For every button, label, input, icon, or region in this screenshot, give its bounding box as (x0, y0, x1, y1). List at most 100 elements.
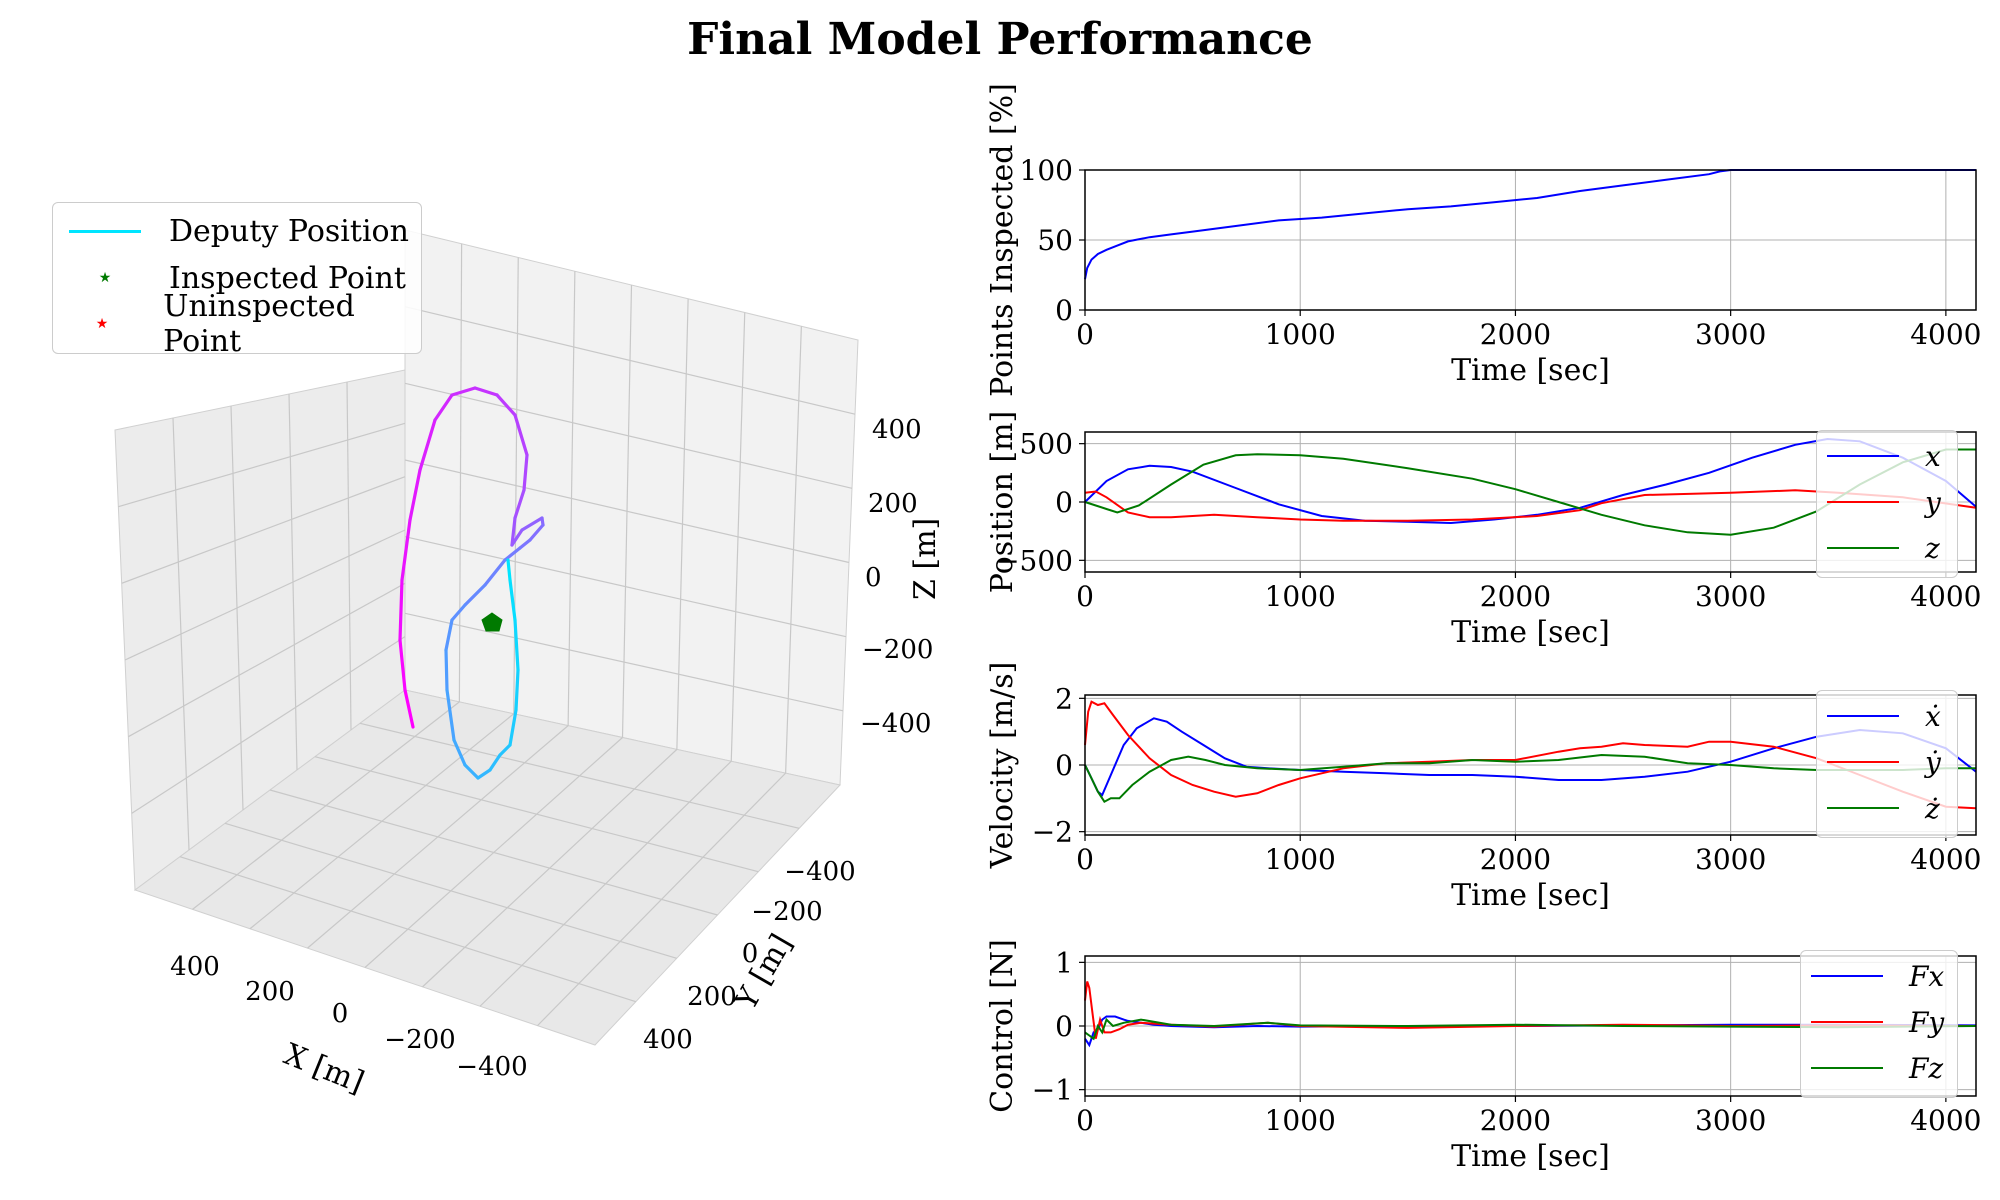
x-tick-label: 4000 (1910, 1104, 1981, 1137)
legend-label-fy: Fy (1909, 1005, 1945, 1039)
y-axis-label: Velocity [m/s] (985, 662, 1020, 870)
trajectory-segment (400, 518, 412, 582)
y-tick-label: 50 (1037, 224, 1073, 257)
grid-line (118, 422, 406, 508)
trajectory-segment (450, 386, 477, 397)
trajectory-segment (508, 708, 518, 747)
series-line-x-dot (1084, 717, 1977, 797)
legend-item-y: y (1827, 485, 1941, 519)
trajectory-segment (463, 763, 480, 780)
trajectory-segment (398, 638, 407, 692)
trajectory-segment (444, 648, 449, 692)
x-tick-label: 2000 (1480, 318, 1551, 351)
legend-star-green-icon: ★ (98, 270, 112, 286)
legend-control: Fx Fy Fz (1800, 950, 1958, 1098)
y-tick-label: 100 (1020, 154, 1073, 187)
ticks-3d: 4002000−200−400−400−20002004004002000−20… (170, 415, 933, 1082)
x-tick-label: 1000 (1265, 843, 1336, 876)
grid-line (404, 382, 853, 489)
trajectory-segment (510, 516, 517, 547)
y-tick-label: 1 (1055, 946, 1073, 979)
x-tick-label: 0 (1076, 843, 1094, 876)
x-tick-label: 0 (1076, 1104, 1094, 1137)
x-tick-label: −200 (384, 1025, 455, 1055)
x-tick-label: 2000 (1480, 580, 1551, 613)
grid-line (314, 756, 759, 873)
legend-item-xdot: ẋ (1827, 699, 1941, 733)
x-tick-label: 1000 (1265, 580, 1336, 613)
y-tick-label: −400 (784, 857, 855, 887)
trajectory-segment (513, 413, 529, 457)
grid-line (404, 306, 856, 415)
legend-label-y: y (1925, 485, 1941, 519)
legend-label-uninspected: Uninspected Point (163, 289, 355, 359)
grid-line (224, 822, 677, 959)
trajectory-segment (444, 618, 454, 652)
legend-label-fx: Fx (1909, 959, 1945, 993)
legend-line-ydot (1827, 761, 1899, 763)
y-tick-label: −1 (1032, 1074, 1073, 1107)
trajectory-segment (483, 558, 507, 587)
trajectory-segment (408, 468, 422, 522)
x-axis-label: Time [sec] (1451, 1139, 1610, 1174)
legend-item-z: z (1827, 532, 1940, 565)
deputy-trajectory (398, 386, 545, 780)
trajectory-segment (510, 528, 524, 547)
trajectory-segment (495, 393, 517, 417)
series-line-z-dot (1084, 753, 1976, 804)
legend-line-fx (1811, 975, 1883, 977)
x-tick-label: 4000 (1910, 843, 1981, 876)
figure-title: Final Model Performance (687, 14, 1313, 65)
y-tick-label: 0 (1055, 294, 1073, 327)
x-tick-label: 3000 (1695, 318, 1766, 351)
grid-line (404, 612, 844, 712)
legend-item-inspected: ★ Inspected Point (67, 258, 406, 298)
trajectory-segment (513, 488, 526, 520)
legend-item-ydot: ẏ (1827, 745, 1941, 779)
trajectory-segment (518, 538, 532, 550)
legend-3d: Deputy Position ★ Inspected Point ★ Unin… (52, 202, 422, 359)
trajectory-segment (450, 603, 467, 622)
trajectory-segment (508, 578, 517, 622)
y-axis-label: Points Inspected [%] (985, 83, 1020, 397)
legend-item-fx: Fx (1811, 959, 1945, 993)
legend-item-uninspected: ★ Uninspected Point (67, 289, 421, 359)
grid-3d (118, 243, 856, 1027)
grid-line (179, 856, 637, 1003)
legend-label-xdot: ẋ (1925, 699, 1941, 733)
x-tick-label: 1000 (1265, 318, 1336, 351)
y-tick-label: 0 (1055, 749, 1073, 782)
trajectory-segment (463, 583, 487, 607)
z-tick-label: 400 (872, 415, 922, 445)
x-tick-label: −400 (456, 1052, 527, 1082)
y-tick-label: −200 (751, 897, 822, 927)
trajectory-segment (513, 618, 520, 672)
legend-label-inspected: Inspected Point (169, 260, 406, 296)
legend-line-x (1827, 455, 1899, 457)
grid-line (404, 459, 850, 564)
y-tick-label: 400 (643, 1025, 693, 1055)
trajectory-segment (520, 516, 544, 532)
legend-label-zdot: ż (1925, 791, 1940, 825)
legend-line-deputy (67, 229, 143, 233)
legend-label-fz: Fz (1909, 1051, 1944, 1085)
trajectory-segment (488, 753, 502, 772)
subplot-1: 0 1000 2000 3000 4000 0 50 100 Time [sec] Points … (985, 83, 1982, 397)
legend-line-fy (1811, 1021, 1883, 1023)
x-tick-label: 3000 (1695, 843, 1766, 876)
grid-line (128, 582, 406, 738)
inspected-point-marker (481, 612, 503, 632)
x-axis-label: Time [sec] (1451, 615, 1610, 650)
x-tick-label: 0 (332, 999, 349, 1029)
legend-item-fz: Fz (1811, 1051, 1944, 1085)
z-tick-label: 0 (865, 563, 882, 593)
x-tick-label: 3000 (1695, 1104, 1766, 1137)
y-tick-label: −500 (996, 544, 1073, 577)
grid-line (269, 789, 718, 916)
legend-item-zdot: ż (1827, 791, 1940, 825)
grid-line (359, 722, 800, 829)
legend-label-ydot: ẏ (1925, 745, 1941, 779)
z-tick-label: 200 (868, 489, 918, 519)
grid-line (131, 636, 406, 814)
